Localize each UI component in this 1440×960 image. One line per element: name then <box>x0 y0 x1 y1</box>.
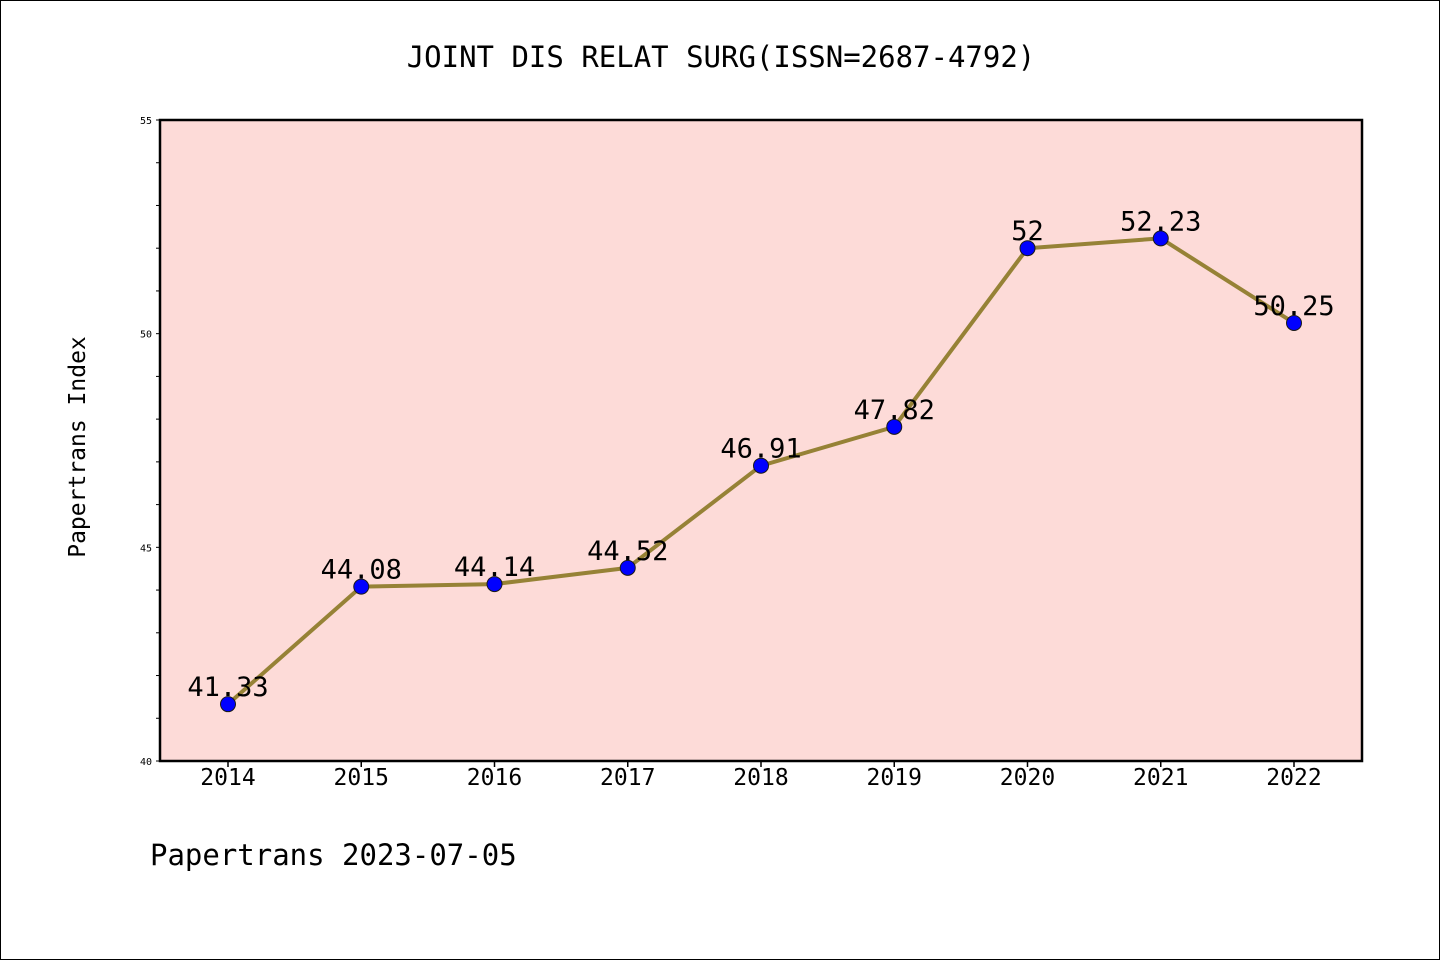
x-tick-label: 2016 <box>467 765 522 791</box>
data-point <box>753 457 769 474</box>
data-point <box>1019 240 1036 257</box>
axes: 40 45 50 55 2014 2015 2016 2017 2018 2019 2020 2021… <box>140 116 1364 791</box>
data-label: 46.91 <box>720 434 801 465</box>
data-label: 47.82 <box>854 395 935 426</box>
data-point <box>353 578 370 595</box>
data-series: 41.33 44.08 44.14 44.52 46.91 47.82 52 52.23 50.… <box>187 206 1335 713</box>
x-tick-label: 2018 <box>733 765 788 791</box>
data-label: 50.25 <box>1253 291 1334 322</box>
x-tick-label: 2022 <box>1266 765 1321 791</box>
chart-title: JOINT DIS RELAT SURG(ISSN=2687-4792) <box>407 40 1036 74</box>
y-tick-label: 40 <box>140 757 152 768</box>
data-point <box>220 696 236 713</box>
data-label: 52 <box>1011 216 1044 247</box>
data-point <box>486 576 503 593</box>
data-point <box>886 418 903 435</box>
x-tick-label: 2014 <box>200 765 255 791</box>
data-label: 44.08 <box>321 555 402 586</box>
x-tick-label: 2019 <box>867 765 922 791</box>
data-label: 44.14 <box>454 552 535 583</box>
footer-text: Papertrans 2023-07-05 <box>150 838 517 872</box>
x-tick-label: 2020 <box>1000 765 1055 791</box>
data-label: 44.52 <box>587 536 668 567</box>
data-point <box>1152 230 1169 247</box>
y-axis-label: Papertrans Index <box>65 336 91 558</box>
x-tick-label: 2017 <box>600 765 655 791</box>
x-tick-label: 2015 <box>334 765 389 791</box>
y-tick-label: 55 <box>140 116 152 127</box>
x-tick-label: 2021 <box>1133 765 1188 791</box>
plot-area <box>160 120 1362 761</box>
data-point <box>1286 314 1302 331</box>
y-tick-label: 45 <box>140 543 152 554</box>
plot-border <box>158 118 1364 763</box>
data-label: 41.33 <box>187 672 268 703</box>
plot-background <box>160 120 1362 761</box>
y-tick-label: 50 <box>140 330 152 341</box>
data-point <box>619 559 636 576</box>
data-label: 52.23 <box>1120 206 1201 237</box>
